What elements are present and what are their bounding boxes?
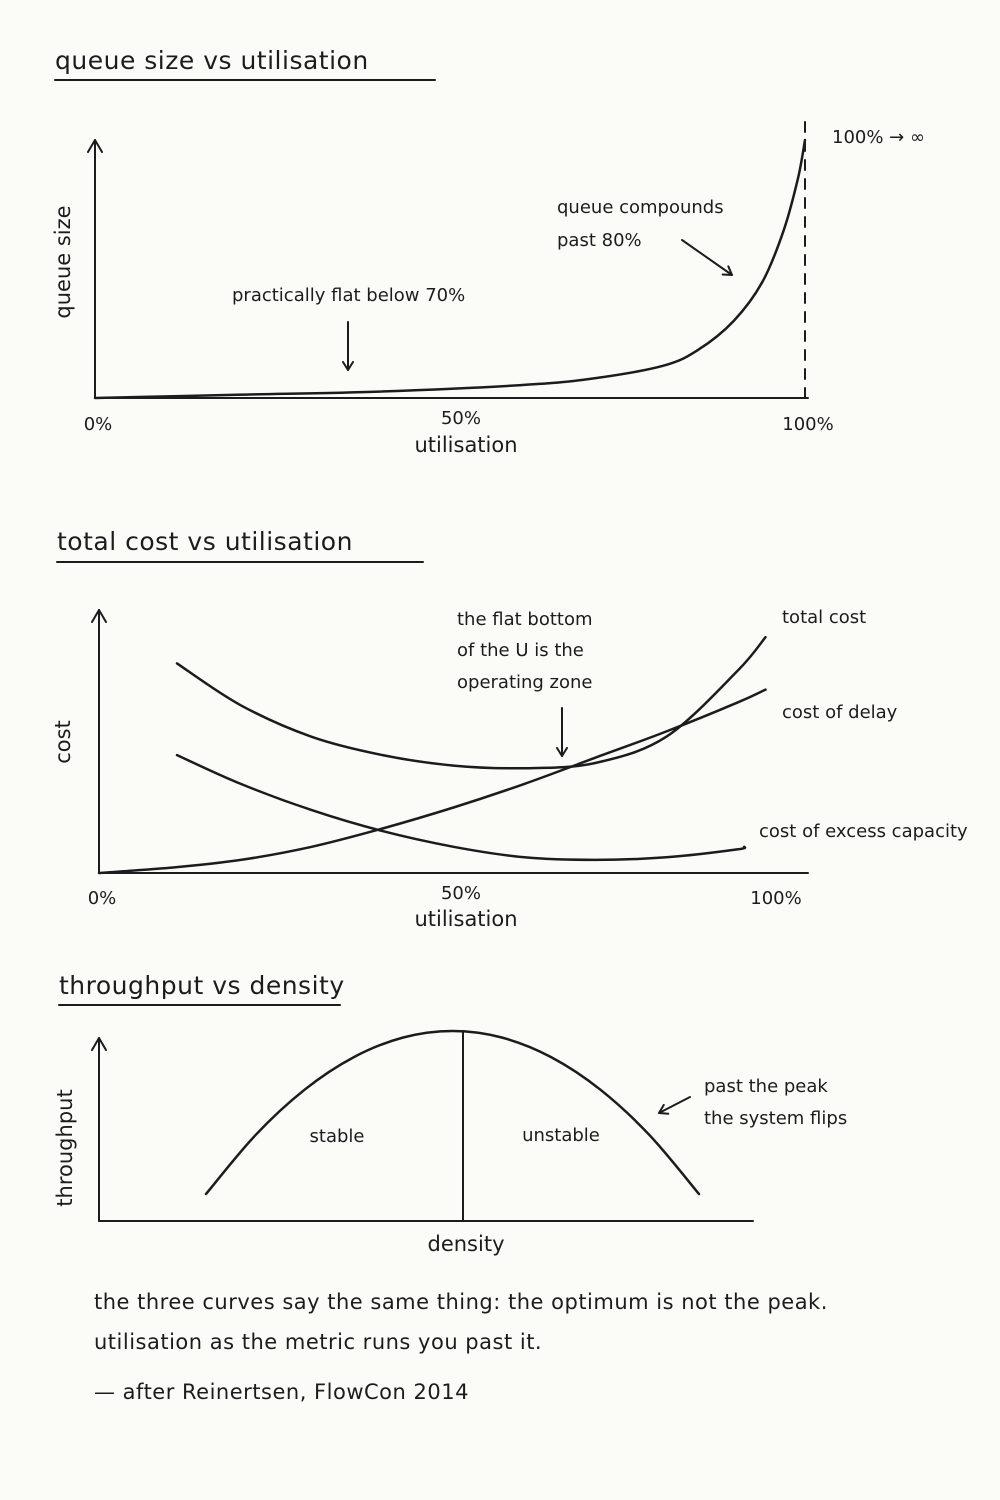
cost-series-delay-line [97,688,767,875]
cost-y-label: cost [51,720,75,764]
cost-excess-label: cost of excess capacity [759,821,968,842]
queue-compound-annotation-1: queue compounds [557,197,724,218]
throughput-annotation-arrow [658,1096,691,1115]
caption-line-1: the three curves say the same thing: the… [94,1290,828,1314]
throughput-region-unstable: unstable [522,1125,600,1146]
queue-chart-title: queue size vs utilisation [55,46,369,75]
queue-x-tick-0: 0% [84,414,113,435]
queue-compound-annotation-2: past 80% [557,230,642,251]
caption-line-2: utilisation as the metric runs you past … [94,1330,543,1354]
cost-series-excess-line [175,753,747,862]
cost-delay-label: cost of delay [782,702,898,723]
cost-annotation-line-2: of the U is the [457,640,584,661]
cost-annotation-line-1: the flat bottom [457,609,593,630]
throughput-annotation-line-2: the system flips [704,1108,847,1129]
queue-series-line [93,138,807,400]
queue-compound-arrow [681,239,733,276]
cost-chart-title: total cost vs utilisation [57,527,353,556]
throughput-y-label: throughput [53,1089,77,1206]
throughput-chart-title: throughput vs density [59,971,345,1000]
cost-x-tick-0: 0% [88,888,117,909]
caption: the three curves say the same thing: the… [94,1282,974,1362]
cost-chart: total cost vs utilisation cost 0% 50% 10… [51,527,968,931]
cost-x-tick-50: 50% [441,883,481,904]
throughput-annotation-line-1: past the peak [704,1076,828,1097]
queue-x-tick-100: 100% [782,414,833,435]
cost-x-tick-100: 100% [750,888,801,909]
queue-x-label: utilisation [414,433,517,457]
cost-series-total-line [175,635,767,770]
throughput-chart: throughput vs density throughput density… [53,971,847,1256]
throughput-x-label: density [428,1232,505,1256]
queue-chart: queue size vs utilisation queue size 0% … [51,46,925,457]
queue-x-tick-50: 50% [441,408,481,429]
credit: — after Reinertsen, FlowCon 2014 [94,1380,469,1404]
queue-y-label: queue size [51,205,75,318]
cost-total-label: total cost [782,607,866,628]
throughput-series-line [204,1029,701,1196]
queue-flat-annotation: practically flat below 70% [232,285,465,306]
cost-annotation-line-3: operating zone [457,672,593,693]
queue-asymptote-label: 100% → ∞ [832,127,925,148]
cost-x-label: utilisation [414,907,517,931]
throughput-region-stable: stable [310,1126,365,1147]
